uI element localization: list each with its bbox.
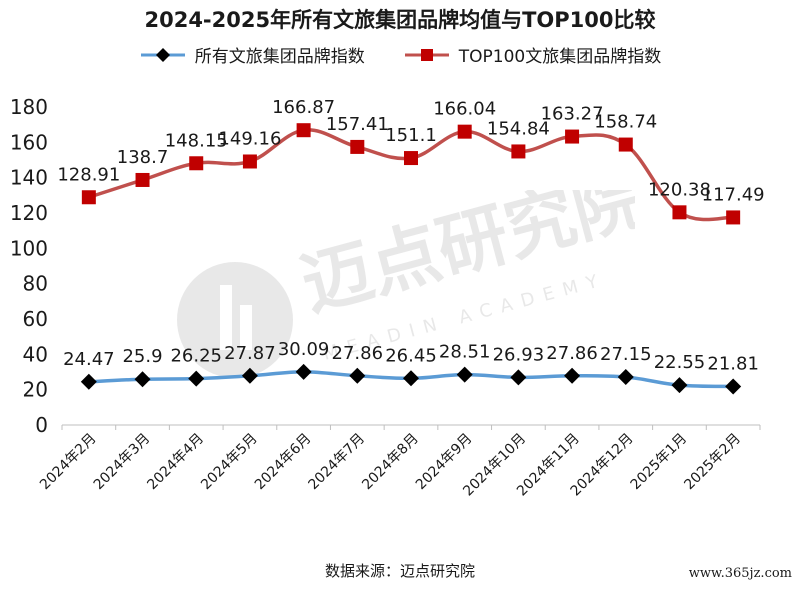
data-label: 128.91 xyxy=(57,164,120,185)
data-label: 154.84 xyxy=(487,118,550,139)
data-point-square xyxy=(189,156,204,171)
data-point-square xyxy=(242,154,257,169)
data-label: 22.55 xyxy=(654,352,706,373)
y-tick-label: 120 xyxy=(10,201,48,225)
legend-item-all: 所有文旅集团品牌指数 xyxy=(139,42,365,67)
data-label: 30.09 xyxy=(278,339,330,360)
data-label: 151.1 xyxy=(385,125,437,146)
data-label: 26.45 xyxy=(385,345,437,366)
data-point-diamond xyxy=(510,369,527,386)
data-label: 158.74 xyxy=(594,112,657,133)
data-point-diamond xyxy=(671,377,688,394)
data-label: 27.87 xyxy=(224,343,276,364)
y-tick-label: 160 xyxy=(10,130,48,154)
legend-label-top100: TOP100文旅集团品牌指数 xyxy=(458,47,662,67)
data-point-diamond xyxy=(725,378,742,395)
site-url: www.365jz.com xyxy=(688,566,792,581)
data-point-square xyxy=(135,172,150,187)
labels-layer: 24.47 25.9 26.25 27.87 30.09 27.86 26.45 28.51 2… xyxy=(57,97,764,374)
x-tick-label: 2024年6月 xyxy=(252,431,315,494)
x-tick-label: 2024年4月 xyxy=(144,431,207,494)
data-label: 21.81 xyxy=(707,353,759,374)
legend-marker-diamond-icon xyxy=(140,47,185,62)
y-tick-label: 60 xyxy=(23,307,48,331)
data-point-square xyxy=(511,144,526,159)
data-point-square xyxy=(350,139,365,154)
y-tick-label: 100 xyxy=(10,236,48,260)
data-point-square xyxy=(726,210,741,225)
data-point-square xyxy=(404,151,418,166)
data-point-diamond xyxy=(241,367,258,384)
x-tick-label: 2025年1月 xyxy=(628,431,691,494)
data-point-diamond xyxy=(80,373,97,390)
data-label: 24.47 xyxy=(63,349,115,370)
data-label: 166.04 xyxy=(433,99,496,120)
chart-title: 2024-2025年所有文旅集团品牌均值与TOP100比较 xyxy=(144,8,656,32)
data-point-diamond xyxy=(564,367,581,384)
data-label: 166.87 xyxy=(272,97,335,118)
markers-layer xyxy=(80,123,742,395)
x-tick-label: 2024年2月 xyxy=(37,431,100,494)
legend-label-all: 所有文旅集团品牌指数 xyxy=(194,47,365,67)
data-point-square xyxy=(672,205,687,220)
data-point-square xyxy=(457,124,472,139)
y-tick-label: 20 xyxy=(23,378,48,402)
source-note: 数据来源：迈点研究院 xyxy=(324,562,475,580)
data-point-square xyxy=(81,190,96,205)
data-label: 163.27 xyxy=(541,104,604,125)
data-point-diamond xyxy=(295,363,312,380)
data-point-diamond xyxy=(134,371,151,388)
data-point-square xyxy=(618,137,633,152)
data-label: 28.51 xyxy=(439,342,491,363)
y-tick-label: 0 xyxy=(35,413,48,437)
y-tick-label: 140 xyxy=(10,166,48,190)
line-chart: 0204060801001201401601802024年2月2024年3月20… xyxy=(10,95,765,499)
data-label: 26.25 xyxy=(170,346,222,367)
y-tick-label: 80 xyxy=(23,272,48,296)
data-point-diamond xyxy=(403,370,419,387)
x-tick-label: 2024年3月 xyxy=(91,431,154,494)
data-label: 27.86 xyxy=(332,343,384,364)
data-point-diamond xyxy=(617,369,634,386)
data-label: 157.41 xyxy=(326,114,389,135)
data-point-square xyxy=(296,123,311,138)
data-label: 148.15 xyxy=(165,130,228,151)
legend-item-top100: TOP100文旅集团品牌指数 xyxy=(403,42,661,67)
data-point-diamond xyxy=(188,370,205,387)
data-label: 149.16 xyxy=(218,128,281,149)
x-tick-label: 2024年8月 xyxy=(359,431,422,494)
data-label: 25.9 xyxy=(122,346,162,367)
legend-marker-square-icon xyxy=(404,48,449,61)
data-point-diamond xyxy=(456,366,473,383)
legend: 所有文旅集团品牌指数 TOP100文旅集团品牌指数 xyxy=(0,42,800,67)
y-tick-label: 40 xyxy=(23,342,48,366)
x-tick-label: 2024年7月 xyxy=(306,431,369,494)
data-label: 138.7 xyxy=(117,147,169,168)
data-point-diamond xyxy=(349,367,366,384)
x-tick-label: 2025年2月 xyxy=(681,431,744,494)
data-label: 26.93 xyxy=(493,344,545,365)
data-label: 27.15 xyxy=(600,344,652,365)
data-point-square xyxy=(565,129,580,144)
x-tick-label: 2024年5月 xyxy=(198,431,261,494)
y-tick-label: 180 xyxy=(10,95,48,119)
data-label: 117.49 xyxy=(702,184,765,205)
data-label: 27.86 xyxy=(546,343,598,364)
data-label: 120.38 xyxy=(648,179,711,200)
